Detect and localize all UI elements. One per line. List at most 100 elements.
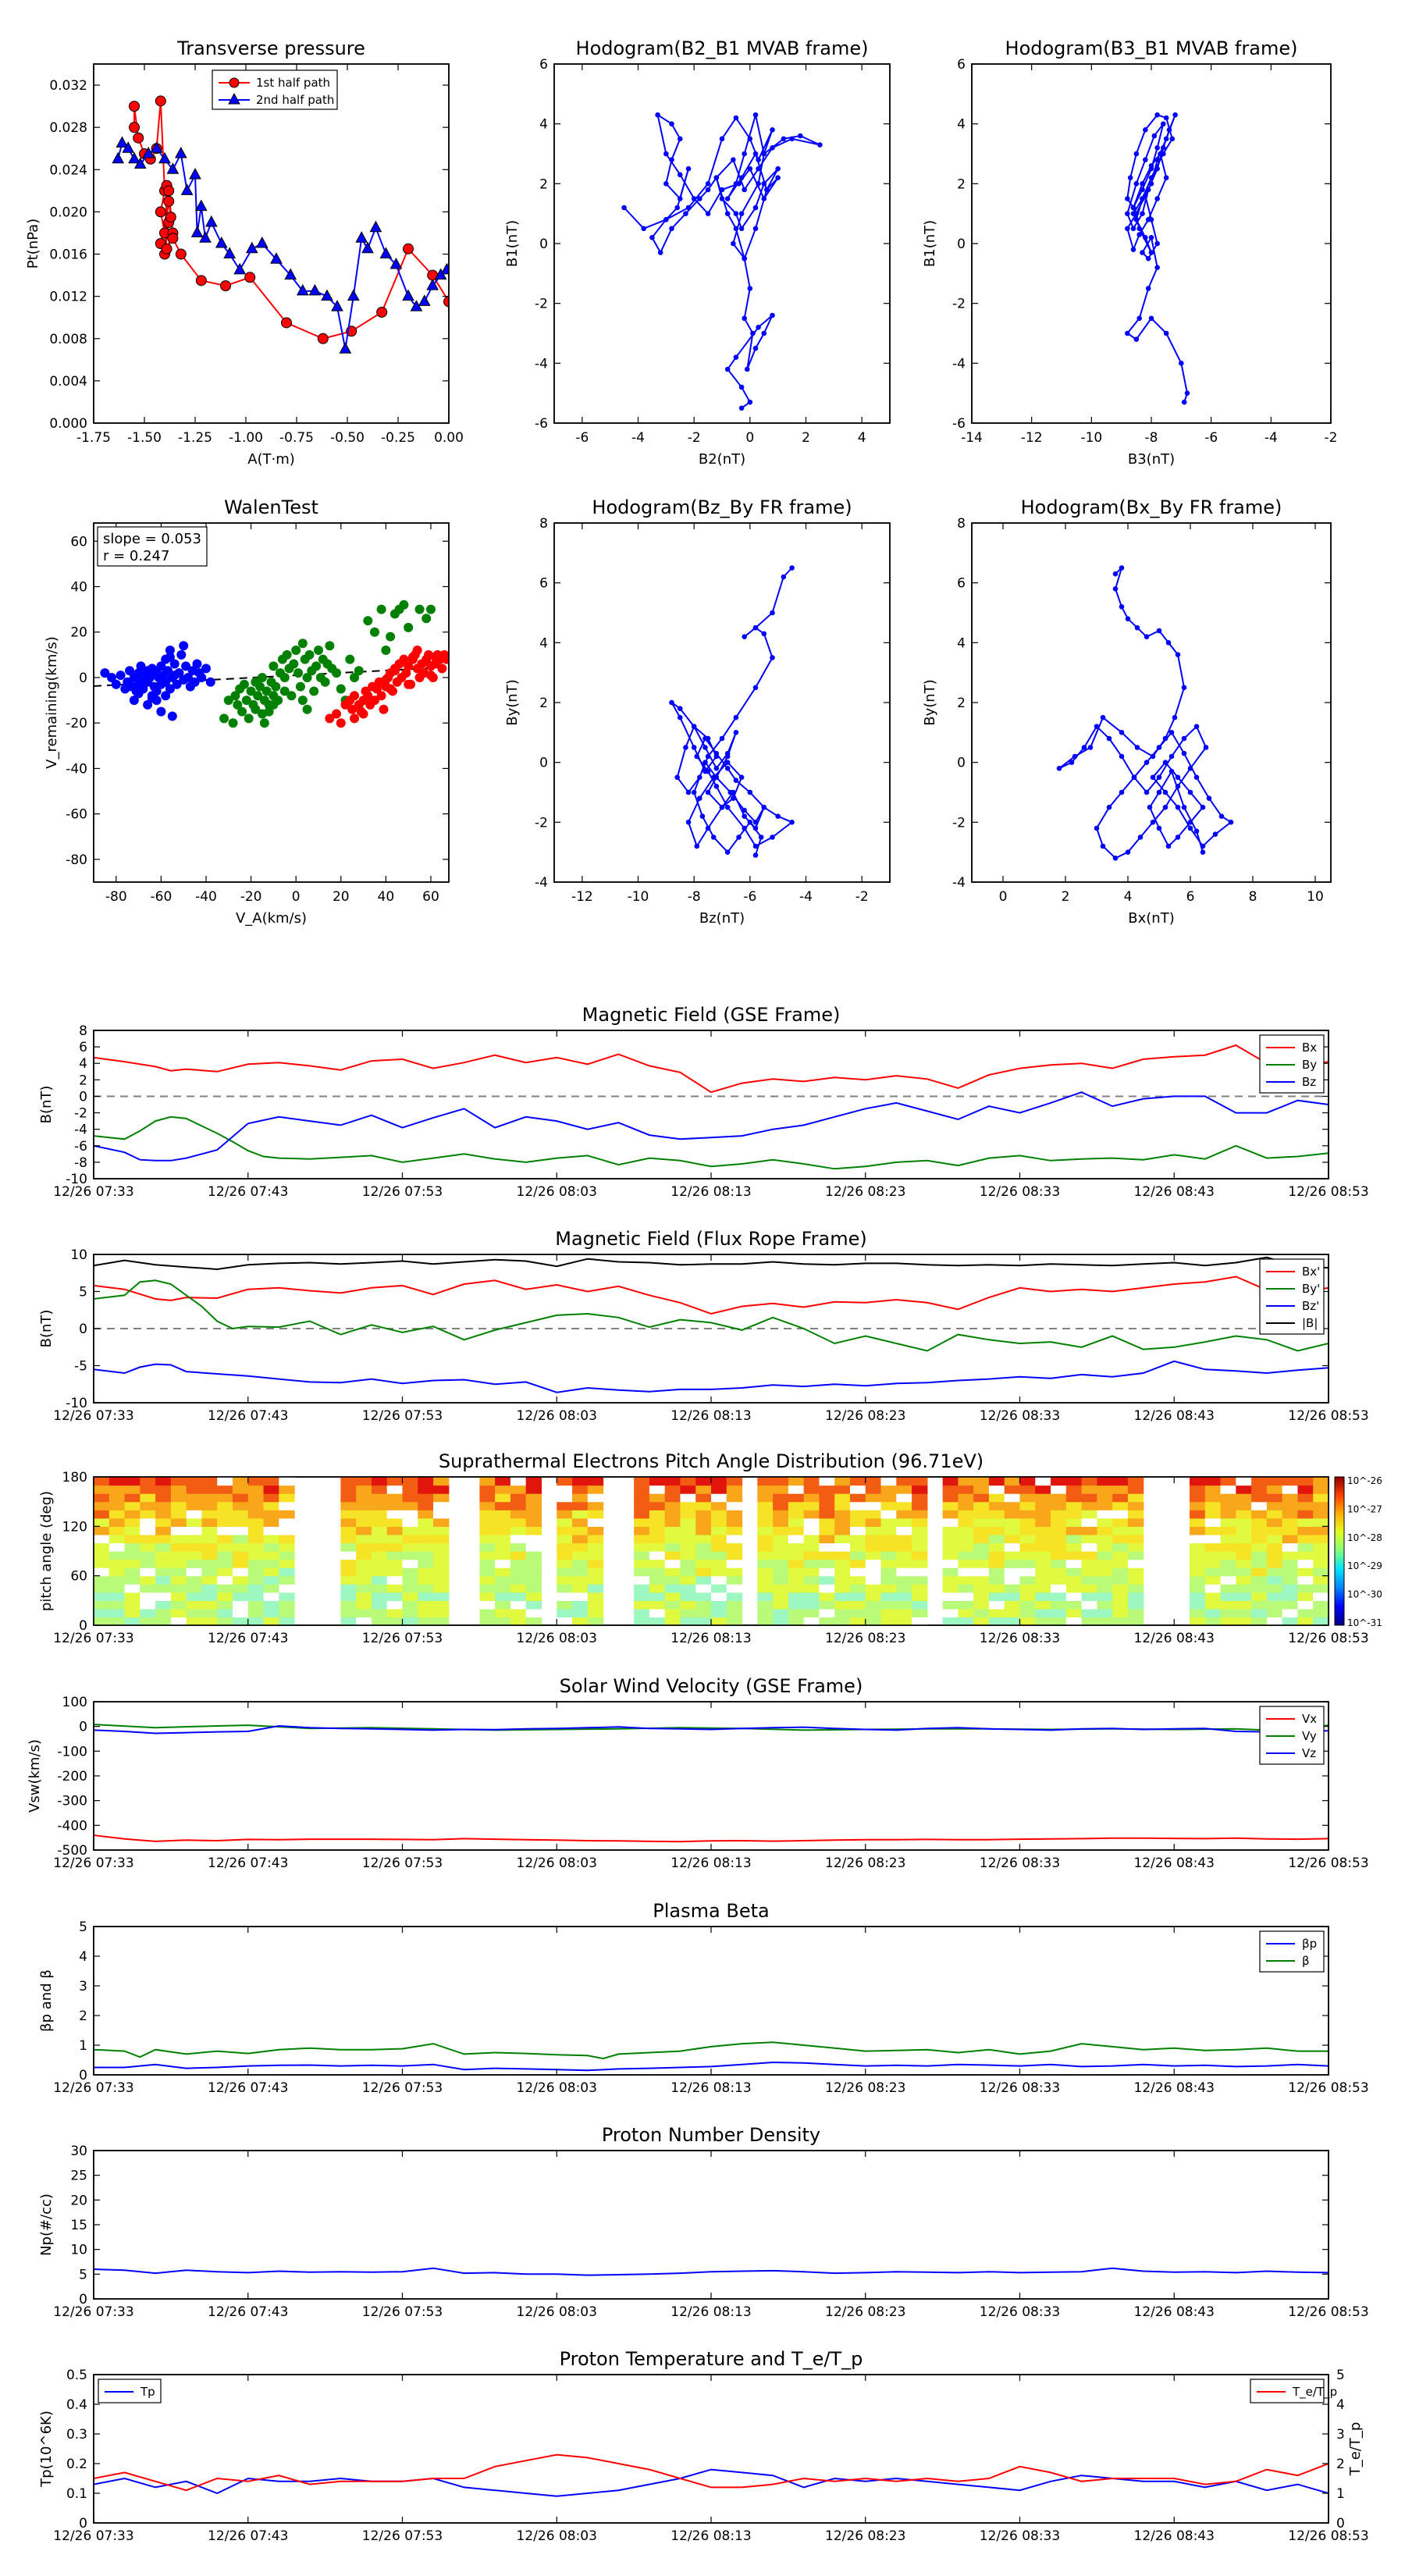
pad-cell	[402, 1584, 418, 1593]
pad-cell	[108, 1542, 126, 1552]
h1-point	[621, 205, 627, 211]
tp-frame	[93, 63, 450, 424]
h2-point	[1133, 217, 1140, 222]
h2-point	[1145, 255, 1151, 262]
walen-point	[350, 672, 360, 682]
pad-cell	[1051, 1493, 1067, 1503]
pad-cell	[1065, 1517, 1083, 1527]
pad-cell	[140, 1542, 156, 1552]
h2-point	[1158, 151, 1163, 157]
pad-cell	[263, 1584, 279, 1593]
pad-cell	[711, 1592, 727, 1601]
sw-series-Vz	[94, 1724, 1329, 1735]
pad-cell	[803, 1517, 820, 1527]
h2-point	[1125, 196, 1130, 201]
pad-cell	[1097, 1542, 1113, 1552]
tp-xtick-label: -0.50	[330, 430, 365, 446]
pad-cell	[263, 1493, 279, 1503]
pad-cell	[680, 1551, 696, 1560]
h4-series-line	[1058, 565, 1232, 859]
pad-cell	[386, 1534, 404, 1544]
h1-point	[733, 211, 739, 216]
pad-cell	[1266, 1517, 1283, 1527]
h1-point	[713, 175, 720, 180]
pad-cell	[1004, 1526, 1021, 1535]
tp-ytick-label: 0.032	[49, 78, 87, 94]
pad-cell	[340, 1551, 357, 1560]
pad-cell	[726, 1526, 743, 1535]
walen-point	[404, 622, 414, 632]
mf_fr-series-By'	[94, 1279, 1329, 1352]
pad-cell	[170, 1551, 187, 1560]
pad-cell	[94, 1485, 110, 1494]
h4-point	[1119, 730, 1125, 735]
mf_fr-ytick-label: -10	[66, 1396, 87, 1411]
pad-cell	[1220, 1575, 1236, 1585]
pad-cell	[958, 1592, 974, 1601]
pad-cell	[1220, 1551, 1236, 1560]
pad-cell	[896, 1575, 912, 1585]
walen-point	[205, 677, 215, 687]
pad-cell	[1051, 1517, 1067, 1527]
walen-point	[269, 699, 279, 710]
pad-cell	[340, 1477, 357, 1486]
pad-cell	[572, 1584, 589, 1593]
mf_fr-time-label: 12/26 08:53	[1288, 1408, 1368, 1424]
pad-cell	[186, 1608, 203, 1618]
walen-ytick-label: 20	[70, 625, 87, 641]
pad-cell	[1297, 1551, 1314, 1560]
pad-cell	[834, 1592, 851, 1601]
sw-ytick-label: -300	[57, 1794, 87, 1809]
h2-point	[1130, 247, 1136, 252]
pad-cell	[155, 1617, 172, 1625]
walen-point	[143, 699, 153, 710]
pad-cell	[1251, 1592, 1268, 1601]
sw-ylabel: Vsw(km/s)	[27, 1739, 43, 1813]
pad-cell	[865, 1517, 882, 1527]
mf_gse-series-Bx	[94, 1044, 1329, 1094]
walen-point	[404, 661, 414, 671]
pad-cell	[279, 1551, 295, 1560]
pad-cell	[680, 1477, 696, 1486]
tp-ytick-label: 0.004	[49, 374, 87, 390]
pad-cell	[140, 1493, 156, 1503]
h3-point	[747, 789, 753, 795]
h3-point	[710, 834, 717, 840]
pad-cell	[572, 1477, 589, 1486]
mf_gse-ytick-label: 4	[79, 1056, 87, 1072]
tp-point	[180, 183, 194, 195]
pad-cell	[479, 1477, 496, 1486]
h4-xtick-label: 4	[1124, 889, 1133, 905]
pad-cell	[819, 1600, 835, 1610]
pad-cell	[356, 1567, 372, 1577]
walen-point	[161, 677, 171, 687]
pad-cell	[664, 1567, 681, 1577]
pad-cell	[695, 1551, 712, 1560]
pad-cell	[1282, 1517, 1299, 1527]
pad-cell	[803, 1493, 820, 1503]
pad-cell	[510, 1485, 527, 1494]
pad-cell	[263, 1526, 279, 1535]
pad-cell	[865, 1477, 882, 1486]
sw-time-label: 12/26 08:33	[980, 1856, 1060, 1871]
pad-cell	[263, 1575, 279, 1585]
pad-cell	[819, 1493, 835, 1503]
pad-cell	[263, 1501, 279, 1510]
h2-xtick-label: -6	[1204, 430, 1218, 446]
pad-cell	[1220, 1567, 1236, 1577]
pad-cell	[479, 1526, 496, 1535]
pad-cell	[680, 1493, 696, 1503]
pad-cell	[510, 1542, 527, 1552]
pad-cell	[124, 1485, 140, 1494]
walen-point	[332, 668, 342, 678]
pad-cell	[525, 1493, 542, 1503]
mf_fr-series-|B|	[94, 1256, 1329, 1271]
h2-panel: Hodogram(B3_B1 MVAB frame)-6-4-20246-14-…	[922, 37, 1337, 468]
pad-cell	[495, 1534, 511, 1544]
pad-cell	[680, 1584, 696, 1593]
np-time-label: 12/26 08:23	[825, 2304, 905, 2320]
pad-cell	[1065, 1600, 1083, 1610]
pad-cell	[263, 1567, 279, 1577]
tpr-ytick-label: 0.1	[66, 2486, 87, 2502]
pad-cell	[773, 1534, 789, 1544]
